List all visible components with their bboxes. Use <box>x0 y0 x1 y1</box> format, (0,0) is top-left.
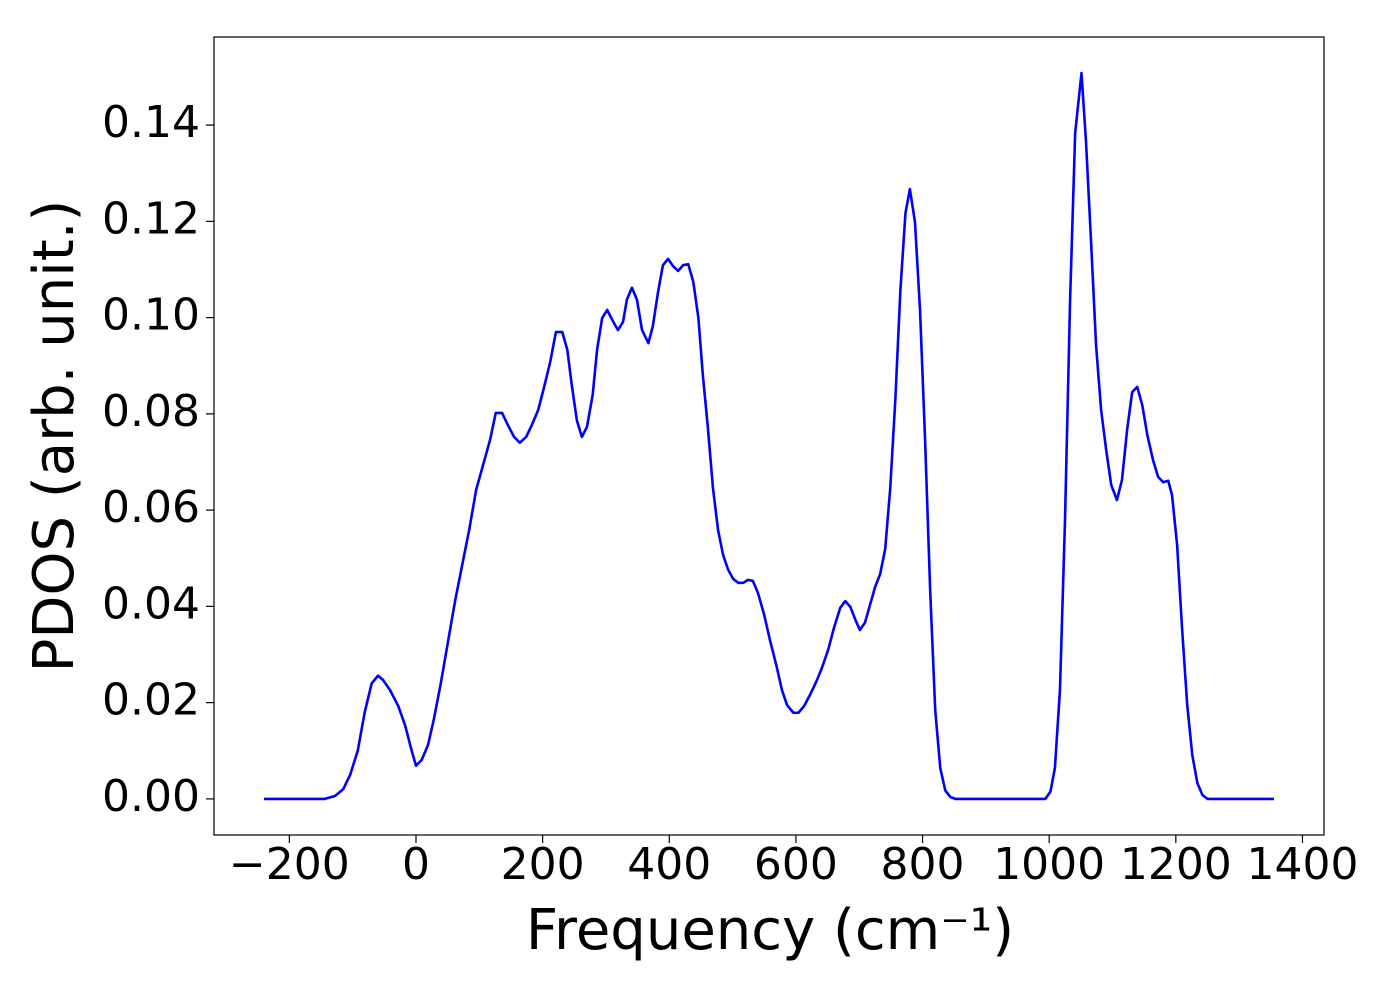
x-tick-label: −200 <box>229 839 350 890</box>
x-tick-label: 200 <box>501 839 585 890</box>
y-tick-label: 0.08 <box>102 386 200 437</box>
y-tick-label: 0.02 <box>102 675 200 726</box>
x-axis-label: Frequency (cm⁻¹) <box>526 898 1014 963</box>
x-tick-label: 800 <box>881 839 965 890</box>
x-tick-label: 0 <box>402 839 430 890</box>
x-tick-label: 1000 <box>993 839 1105 890</box>
y-tick-label: 0.10 <box>102 290 200 341</box>
y-tick-label: 0.04 <box>102 578 200 629</box>
x-tick-label: 600 <box>754 839 838 890</box>
y-tick-label: 0.14 <box>102 97 200 148</box>
plot-frame <box>213 36 1325 836</box>
x-tick-label: 400 <box>627 839 711 890</box>
y-tick-label: 0.00 <box>102 771 200 822</box>
pdos-line <box>264 71 1274 801</box>
x-tick-label: 1400 <box>1246 839 1358 890</box>
y-axis-label: PDOS (arb. unit.) <box>22 200 87 673</box>
x-tick-label: 1200 <box>1120 839 1232 890</box>
y-tick-label: 0.06 <box>102 482 200 533</box>
y-tick-label: 0.12 <box>102 193 200 244</box>
